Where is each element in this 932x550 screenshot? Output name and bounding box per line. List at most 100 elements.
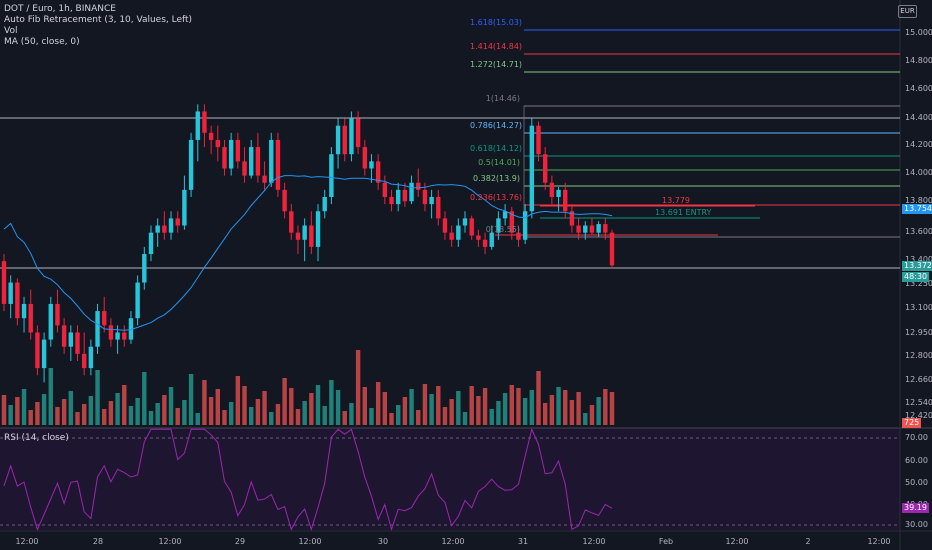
time-tick-label: 12:00 — [15, 537, 39, 546]
candle-body — [142, 254, 147, 283]
volume-bar — [208, 397, 214, 425]
price-tick-label: 12.540 — [905, 398, 932, 407]
volume-bar — [95, 370, 100, 425]
price-tick-label: 13.250 — [905, 279, 932, 288]
volume-bar — [349, 403, 354, 425]
volume-bar — [536, 371, 541, 425]
volume-bar — [449, 399, 454, 425]
ma-line — [3, 175, 613, 331]
candle-body — [369, 161, 374, 169]
price-tick-label: 14.600 — [905, 84, 932, 93]
ma-indicator-label[interactable]: MA (50, close, 0) — [4, 37, 80, 47]
volume-bar — [329, 380, 334, 425]
volume-bar — [15, 397, 20, 425]
volume-bar — [609, 392, 615, 425]
volume-bar — [188, 374, 194, 425]
candle-body — [102, 311, 107, 326]
fib-level-label: 0.618(14.12) — [470, 144, 523, 153]
candle-body — [115, 332, 120, 340]
candle-body — [502, 211, 508, 219]
candle-body — [275, 139, 281, 190]
last-price-tag: 13.372 — [902, 261, 932, 271]
volume-bar — [295, 409, 301, 425]
time-tick-label: 31 — [517, 537, 529, 546]
volume-bar — [195, 413, 200, 425]
candle-body — [362, 147, 367, 169]
candle-body — [315, 211, 321, 247]
volume-bar — [369, 408, 374, 425]
volume-bar — [242, 386, 247, 425]
fib-indicator-label[interactable]: Auto Fib Retracement (3, 10, Values, Lef… — [4, 15, 193, 25]
candle-body — [342, 125, 347, 155]
volume-bar — [409, 389, 414, 425]
volume-bar — [148, 411, 154, 425]
candle-body — [335, 125, 341, 155]
currency-button[interactable]: EUR — [898, 5, 917, 18]
volume-bar — [309, 393, 314, 425]
volume-bar — [456, 391, 461, 425]
time-tick-label: 12:00 — [441, 537, 465, 546]
fib-level-label: 0.236(13.76) — [470, 193, 523, 202]
candle-body — [436, 196, 441, 219]
volume-indicator-label[interactable]: Vol — [4, 26, 18, 36]
volume-bar — [8, 405, 13, 425]
volume-bar — [529, 390, 535, 425]
candle-body — [75, 332, 80, 354]
volume-bar — [583, 413, 588, 425]
candle-body — [128, 318, 134, 340]
rsi-tick-label: 70.00 — [905, 433, 928, 442]
candle-body — [516, 232, 521, 240]
candle-body — [21, 303, 27, 319]
candle-body — [108, 325, 114, 340]
candle-body — [442, 218, 448, 233]
volume-bar — [155, 403, 160, 425]
candle-body — [469, 218, 474, 236]
candle-body — [309, 225, 314, 247]
volume-bar — [302, 401, 307, 425]
time-tick-label: 30 — [377, 537, 389, 546]
time-tick-label: 2 — [805, 537, 811, 546]
time-tick-label: 12:00 — [867, 537, 891, 546]
candle-body — [589, 225, 595, 233]
volume-bar — [102, 409, 107, 425]
volume-bar — [402, 397, 408, 425]
rsi-pane — [0, 428, 900, 530]
volume-bar — [68, 391, 74, 425]
volume-bar — [182, 400, 187, 425]
volume-bar — [255, 399, 261, 425]
candle-body — [395, 189, 401, 205]
candle-body — [329, 154, 334, 197]
rsi-line — [3, 427, 613, 532]
volume-bar — [516, 388, 521, 425]
fib-level-label: 0(13.55) — [485, 225, 520, 234]
candle-body — [462, 218, 468, 226]
entry-label: 13.691 ENTRY — [655, 208, 712, 217]
candle-body — [135, 282, 140, 319]
volume-bar — [462, 412, 468, 425]
rsi-indicator-label[interactable]: RSI (14, close) — [4, 433, 69, 443]
volume-bar — [355, 350, 361, 425]
volume-bar — [315, 385, 321, 425]
volume-bar — [482, 388, 488, 425]
volume-bar — [375, 382, 381, 425]
fib-level-label: 1.414(14.84) — [470, 42, 523, 51]
volume-bar — [436, 386, 441, 425]
volume-bar — [269, 412, 274, 425]
volume-bar — [496, 401, 501, 425]
price-tick-label: 13.600 — [905, 227, 932, 236]
time-tick-label: Feb — [658, 537, 674, 546]
candle-body — [389, 196, 394, 205]
time-tick-label: 12:00 — [298, 537, 322, 546]
candle-body — [282, 189, 287, 212]
time-tick-label: 29 — [234, 537, 246, 546]
candle-body — [168, 218, 174, 233]
volume-bar — [235, 376, 241, 425]
candle-body — [609, 232, 615, 266]
volume-bar — [335, 390, 341, 425]
volume-bar — [168, 387, 174, 425]
volume-bar — [75, 412, 80, 425]
volume-bar — [215, 389, 221, 425]
fib-level-label: 1(14.46) — [485, 94, 520, 103]
volume-bar — [342, 411, 347, 425]
